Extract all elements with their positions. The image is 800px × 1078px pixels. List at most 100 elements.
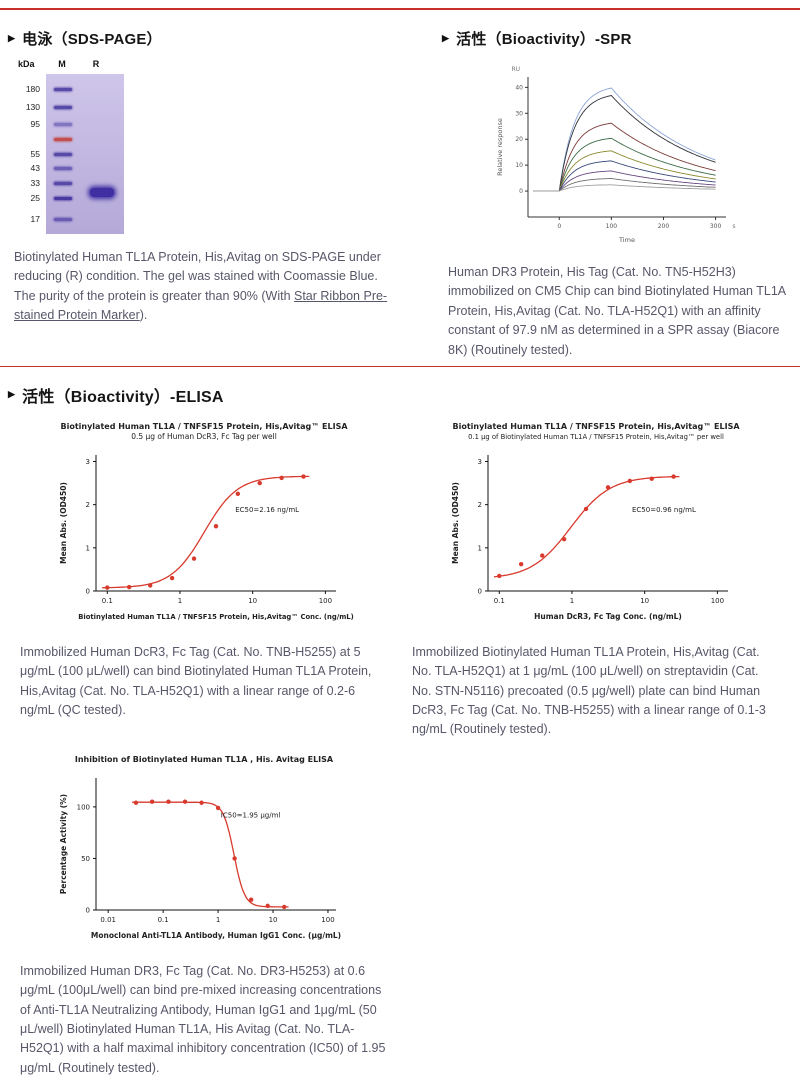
svg-text:Relative response: Relative response	[496, 118, 504, 176]
svg-text:2: 2	[478, 501, 482, 509]
elisa-caption-2: Immobilized Biotinylated Human TL1A Prot…	[412, 644, 766, 737]
svg-text:Human DcR3, Fc Tag Conc. (ng/m: Human DcR3, Fc Tag Conc. (ng/mL)	[534, 612, 682, 621]
svg-text:0.1: 0.1	[494, 597, 505, 605]
gel-marker-band	[54, 218, 72, 222]
gel-marker-band	[54, 181, 72, 185]
top-row: ▶ 电泳（SDS-PAGE） kDa M R 180 130 95 55 43 33 25 1…	[0, 10, 800, 360]
elisa-chart-3: Inhibition of Biotinylated Human TL1A , …	[54, 750, 354, 946]
svg-text:10: 10	[248, 597, 257, 605]
elisa-cell-3: Inhibition of Biotinylated Human TL1A , …	[8, 750, 400, 1078]
svg-text:Mean Abs. (OD450): Mean Abs. (OD450)	[59, 482, 68, 564]
gel-sample-band	[90, 187, 114, 197]
gel-lane-header: kDa M R	[18, 59, 124, 74]
gel-marker-lane-label: M	[58, 59, 66, 69]
svg-text:0: 0	[86, 587, 90, 595]
svg-text:RU: RU	[511, 66, 520, 73]
spr-section-heading: ▶ 活性（Bioactivity）-SPR	[442, 28, 792, 49]
gel-marker-band	[54, 122, 72, 126]
gel-kda-label: 17	[30, 214, 40, 225]
svg-text:0: 0	[519, 188, 523, 195]
elisa-chart-1: Biotinylated Human TL1A / TNFSF15 Protei…	[54, 417, 354, 627]
gel-bands	[46, 74, 124, 234]
svg-text:0: 0	[557, 223, 561, 230]
svg-text:3: 3	[86, 458, 90, 466]
spr-section: ▶ 活性（Bioactivity）-SPR 0 100 200 300 0 10 20 30 4…	[408, 14, 792, 360]
gel-kda-label: 55	[30, 149, 40, 160]
svg-text:0.1: 0.1	[102, 597, 113, 605]
gel-kda-label: 33	[30, 177, 40, 188]
svg-text:Inhibition of Biotinylated Hum: Inhibition of Biotinylated Human TL1A , …	[75, 755, 334, 764]
svg-text:0: 0	[86, 906, 90, 914]
gel-body: 180 130 95 55 43 33 25 17	[18, 74, 124, 234]
svg-text:100: 100	[321, 916, 334, 924]
sds-section-title: 电泳（SDS-PAGE）	[22, 31, 162, 48]
marker-link[interactable]: Star Ribbon Pre-stained Protein Marker	[14, 288, 388, 323]
svg-text:Biotinylated Human TL1A / TNFS: Biotinylated Human TL1A / TNFSF15 Protei…	[78, 613, 354, 621]
elisa-chart-2: Biotinylated Human TL1A / TNFSF15 Protei…	[446, 417, 746, 627]
gel-marker-band	[54, 196, 72, 200]
gel-kda-label: 130	[25, 101, 40, 112]
svg-text:300: 300	[710, 223, 722, 230]
svg-text:IC50=1.95 μg/ml: IC50=1.95 μg/ml	[221, 811, 281, 819]
gel-kda-label: 95	[30, 118, 40, 129]
svg-text:Percentage Activity (%): Percentage Activity (%)	[59, 794, 68, 894]
sds-page-section: ▶ 电泳（SDS-PAGE） kDa M R 180 130 95 55 43 33 25 1…	[8, 14, 408, 360]
elisa-caption-1: Immobilized Human DcR3, Fc Tag (Cat. No.…	[20, 644, 372, 717]
spr-section-title: 活性（Bioactivity）-SPR	[456, 31, 632, 48]
gel-marker-band	[54, 166, 72, 170]
gel-sample-lane-label: R	[92, 59, 100, 69]
section-marker-icon: ▶	[442, 33, 450, 43]
svg-text:Biotinylated Human TL1A / TNFS: Biotinylated Human TL1A / TNFSF15 Protei…	[452, 422, 740, 431]
gel-marker-band	[54, 138, 72, 142]
spr-chart: 0 100 200 300 0 10 20 30 40 RU Relative response Ti…	[492, 59, 742, 249]
elisa-row-1: Biotinylated Human TL1A / TNFSF15 Protei…	[8, 417, 792, 740]
svg-text:EC50=2.16 ng/mL: EC50=2.16 ng/mL	[235, 506, 299, 514]
svg-text:Mean Abs. (OD450): Mean Abs. (OD450)	[451, 482, 460, 564]
svg-text:0.1: 0.1	[158, 916, 169, 924]
elisa-row-2: Inhibition of Biotinylated Human TL1A , …	[8, 750, 792, 1078]
svg-text:50: 50	[81, 855, 90, 863]
spr-caption: Human DR3 Protein, His Tag (Cat. No. TN5…	[448, 265, 786, 357]
elisa-section-heading: ▶ 活性（Bioactivity）-ELISA	[8, 383, 792, 407]
svg-text:1: 1	[570, 597, 574, 605]
gel-labels: 180 130 95 55 43 33 25 17	[18, 74, 44, 234]
svg-text:100: 100	[711, 597, 724, 605]
svg-text:10: 10	[515, 162, 523, 169]
svg-text:0.1 μg of Biotinylated Human T: 0.1 μg of Biotinylated Human TL1A / TNFS…	[468, 433, 724, 441]
svg-text:3: 3	[478, 458, 482, 466]
sds-caption-text-1: Biotinylated Human TL1A Protein, His,Avi…	[14, 250, 381, 303]
svg-text:100: 100	[319, 597, 332, 605]
sds-gel-image: kDa M R 180 130 95 55 43 33 25 17	[18, 59, 124, 234]
elisa-cell-2: Biotinylated Human TL1A / TNFSF15 Protei…	[400, 417, 792, 740]
gel-marker-band	[54, 87, 72, 91]
svg-text:100: 100	[606, 223, 618, 230]
section-divider	[0, 365, 800, 367]
svg-text:Time: Time	[618, 236, 635, 244]
elisa-caption-3: Immobilized Human DR3, Fc Tag (Cat. No. …	[20, 963, 386, 1075]
svg-text:1: 1	[216, 916, 220, 924]
gel-marker-band	[54, 153, 72, 157]
svg-text:40: 40	[515, 84, 523, 91]
svg-text:100: 100	[77, 803, 90, 811]
svg-text:s: s	[732, 223, 735, 230]
svg-text:2: 2	[86, 501, 90, 509]
svg-text:0.5 μg of Human DcR3, Fc Tag p: 0.5 μg of Human DcR3, Fc Tag per well	[131, 432, 277, 441]
svg-text:Monoclonal Anti-TL1A Antibody,: Monoclonal Anti-TL1A Antibody, Human IgG…	[91, 931, 341, 940]
section-marker-icon: ▶	[8, 389, 16, 400]
sds-caption: Biotinylated Human TL1A Protein, His,Avi…	[14, 248, 396, 326]
elisa-cell-1: Biotinylated Human TL1A / TNFSF15 Protei…	[8, 417, 400, 740]
svg-text:1: 1	[86, 544, 90, 552]
sds-section-heading: ▶ 电泳（SDS-PAGE）	[8, 28, 408, 49]
svg-text:1: 1	[478, 544, 482, 552]
gel-kda-label: 180	[25, 83, 40, 94]
svg-text:Biotinylated Human TL1A / TNFS: Biotinylated Human TL1A / TNFSF15 Protei…	[60, 422, 348, 431]
gel-kda-label: 25	[30, 192, 40, 203]
gel-unit-label: kDa	[18, 59, 35, 69]
svg-text:10: 10	[640, 597, 649, 605]
elisa-cell-empty	[400, 750, 792, 1078]
svg-text:1: 1	[178, 597, 182, 605]
svg-text:30: 30	[515, 110, 523, 117]
svg-text:200: 200	[658, 223, 670, 230]
svg-text:20: 20	[515, 136, 523, 143]
svg-text:EC50=0.96 ng/mL: EC50=0.96 ng/mL	[632, 506, 696, 514]
